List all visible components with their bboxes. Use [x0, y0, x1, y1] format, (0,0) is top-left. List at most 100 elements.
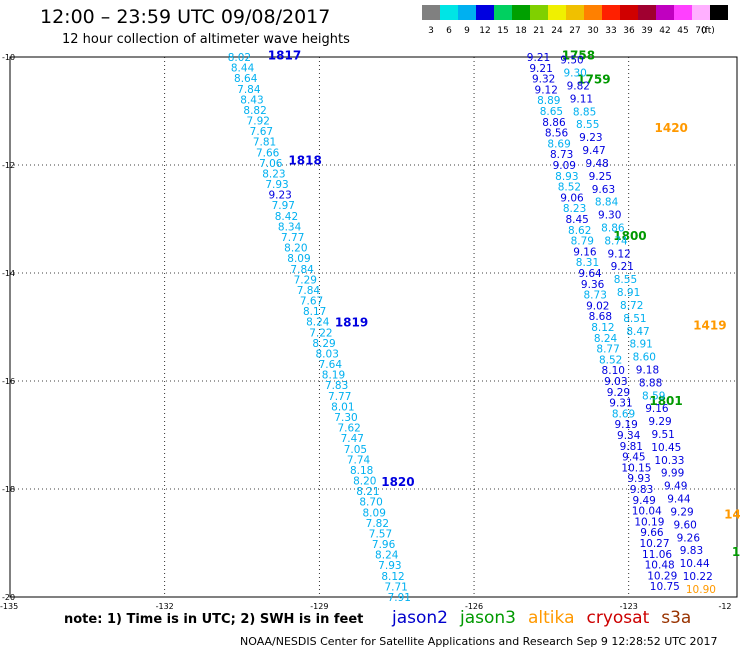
wave-height-value: 10.45: [651, 442, 681, 454]
wave-height-value: 9.12: [607, 248, 630, 260]
wave-height-value: 7.77: [328, 391, 351, 403]
legend-swatch: [494, 5, 512, 20]
wave-height-value: 8.51: [623, 313, 646, 325]
time-label: 1420: [655, 121, 688, 135]
legend-label: 30: [587, 26, 599, 36]
legend-swatch: [530, 5, 548, 20]
wave-height-value: 8.01: [331, 401, 354, 413]
wave-height-value: 7.97: [272, 200, 295, 212]
wave-height-value: 7.57: [369, 528, 392, 540]
wave-height-value: 8.72: [620, 300, 643, 312]
legend-label: 70: [695, 26, 707, 36]
lat-tick-label: -12: [2, 161, 15, 170]
wave-height-value: 7.96: [372, 539, 396, 551]
wave-height-value: 8.65: [540, 106, 563, 118]
wave-height-value: 8.55: [614, 274, 637, 286]
wave-height-value: 8.73: [584, 290, 607, 302]
wave-height-value: 8.52: [599, 354, 622, 366]
wave-height-value: 7.30: [334, 412, 357, 424]
wave-height-value: 8.02: [228, 52, 251, 64]
wave-height-value: 7.64: [319, 359, 343, 371]
legend-swatch: [440, 5, 458, 20]
wave-height-value: 9.16: [645, 403, 669, 415]
wave-height-value: 9.29: [670, 506, 693, 518]
time-label: 1419: [693, 318, 726, 332]
satellite-label: altika: [528, 608, 575, 628]
wave-height-value: 9.09: [553, 160, 576, 172]
wave-height-value: 7.22: [309, 327, 332, 339]
wave-height-value: 9.93: [627, 473, 650, 485]
wave-height-value: 9.44: [667, 494, 691, 506]
wave-height-value: 7.71: [384, 581, 407, 593]
wave-height-value: 8.70: [359, 497, 382, 509]
wave-height-value: 7.82: [366, 518, 389, 530]
wave-height-value: 8.91: [617, 287, 640, 299]
legend-swatch: [566, 5, 584, 20]
wave-height-value: 9.16: [573, 246, 597, 258]
wave-height-value: 7.83: [325, 380, 348, 392]
wave-height-value: 7.77: [281, 232, 304, 244]
wave-height-value: 8.29: [312, 338, 335, 350]
legend-unit: (ft): [701, 26, 715, 36]
wave-height-value: 8.60: [633, 352, 656, 364]
wave-height-value: 7.66: [256, 147, 280, 159]
wave-height-value: 8.55: [576, 119, 599, 131]
wave-height-value: 7.92: [247, 116, 270, 128]
wave-height-value: 8.12: [591, 322, 614, 334]
wave-height-value: 8.09: [287, 253, 310, 265]
legend-label: 45: [677, 26, 688, 36]
legend-swatch: [458, 5, 476, 20]
satellite-label: s3a: [661, 608, 692, 628]
legend-swatch: [602, 5, 620, 20]
legend-label: 39: [641, 26, 653, 36]
page-title: 12:00 – 23:59 UTC 09/08/2017: [40, 6, 331, 28]
legend-label: 15: [497, 26, 508, 36]
wave-height-value: 7.91: [388, 592, 411, 604]
wave-height-value: 7.05: [344, 444, 367, 456]
wave-height-value: 8.42: [275, 211, 298, 223]
wave-height-value: 8.73: [550, 149, 573, 161]
legend-swatch: [476, 5, 494, 20]
wave-height-value: 7.84: [297, 285, 321, 297]
page-subtitle: 12 hour collection of altimeter wave hei…: [62, 32, 350, 47]
lon-tick-label: -12: [718, 602, 731, 611]
wave-height-value: 9.18: [636, 364, 659, 376]
legend-swatch: [674, 5, 692, 20]
wave-height-value: 8.19: [322, 370, 345, 382]
map-frame: [9, 56, 738, 598]
satellite-label: jason3: [460, 608, 516, 628]
wave-height-value: 10.22: [683, 571, 713, 583]
wave-height-value: 8.47: [626, 326, 649, 338]
time-label: 1818: [288, 154, 321, 168]
wave-height-value: 9.83: [630, 484, 653, 496]
time-label: 18: [732, 545, 740, 559]
wave-height-value: 8.86: [542, 117, 566, 129]
time-label: 1819: [335, 316, 368, 330]
legend-swatch: [512, 5, 530, 20]
wave-height-value: 8.44: [231, 63, 255, 75]
wave-height-value: 10.33: [654, 455, 684, 467]
wave-height-value: 8.18: [350, 465, 373, 477]
wave-height-value: 9.34: [617, 430, 641, 442]
wave-height-value: 9.50: [560, 55, 583, 67]
wave-height-value: 8.24: [594, 333, 618, 345]
wave-height-value: 9.66: [640, 527, 664, 539]
wave-height-value: 9.47: [582, 145, 605, 157]
wave-height-value: 10.75: [650, 581, 680, 593]
wave-height-value: 9.81: [620, 441, 643, 453]
satellite-legend: jason2 jason3 altika cryosat s3a: [392, 608, 703, 628]
lon-tick-label: -135: [0, 602, 18, 611]
wave-height-value: 8.93: [555, 171, 578, 183]
wave-height-value: 8.88: [639, 377, 662, 389]
wave-height-value: 10.90: [686, 584, 716, 596]
lon-tick-label: -126: [465, 602, 483, 611]
wave-height-value: 7.06: [259, 158, 283, 170]
wave-height-value: 8.31: [576, 257, 599, 269]
wave-height-value: 8.89: [537, 95, 560, 107]
legend-label: 18: [515, 26, 527, 36]
wave-height-value: 9.99: [661, 468, 684, 480]
legend-swatch: [710, 5, 728, 20]
wave-height-value: 10.48: [645, 560, 675, 572]
wave-height-value: 7.74: [347, 454, 371, 466]
